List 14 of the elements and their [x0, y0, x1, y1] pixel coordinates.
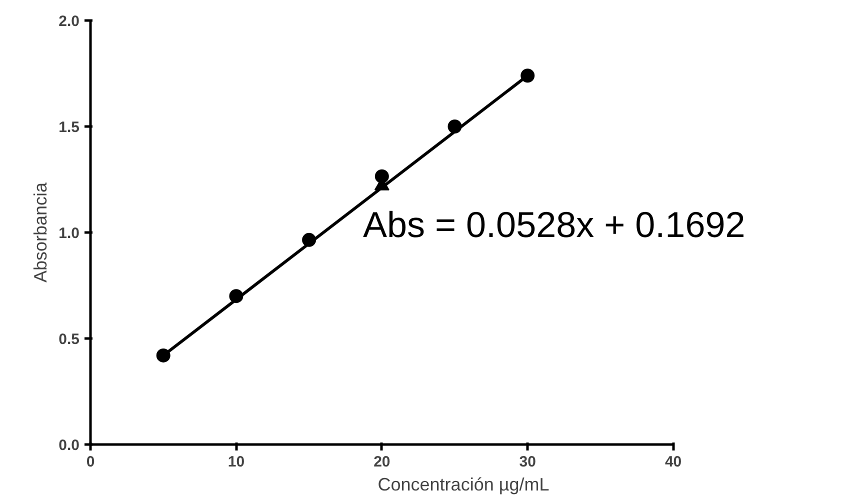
y-tick-label: 0.5 [58, 331, 80, 348]
x-tick-label: 0 [86, 454, 95, 470]
y-tick-label: 1.5 [58, 119, 80, 136]
y-tick-label: 2.0 [58, 13, 80, 30]
x-tick-label: 20 [374, 454, 390, 470]
x-axis-title: Concentración µg/mL [378, 474, 550, 494]
x-tick-label: 30 [519, 454, 536, 470]
y-tick-label: 1.0 [58, 225, 80, 242]
y-tick-label: 0.0 [58, 437, 80, 454]
annotation: Abs = 0.0528x + 0.1692 [362, 204, 746, 246]
x-tick-label: 10 [228, 454, 245, 470]
point [374, 169, 389, 184]
x-tick-label: 40 [664, 454, 682, 470]
y-axis-title: Absorbancia [30, 181, 51, 283]
